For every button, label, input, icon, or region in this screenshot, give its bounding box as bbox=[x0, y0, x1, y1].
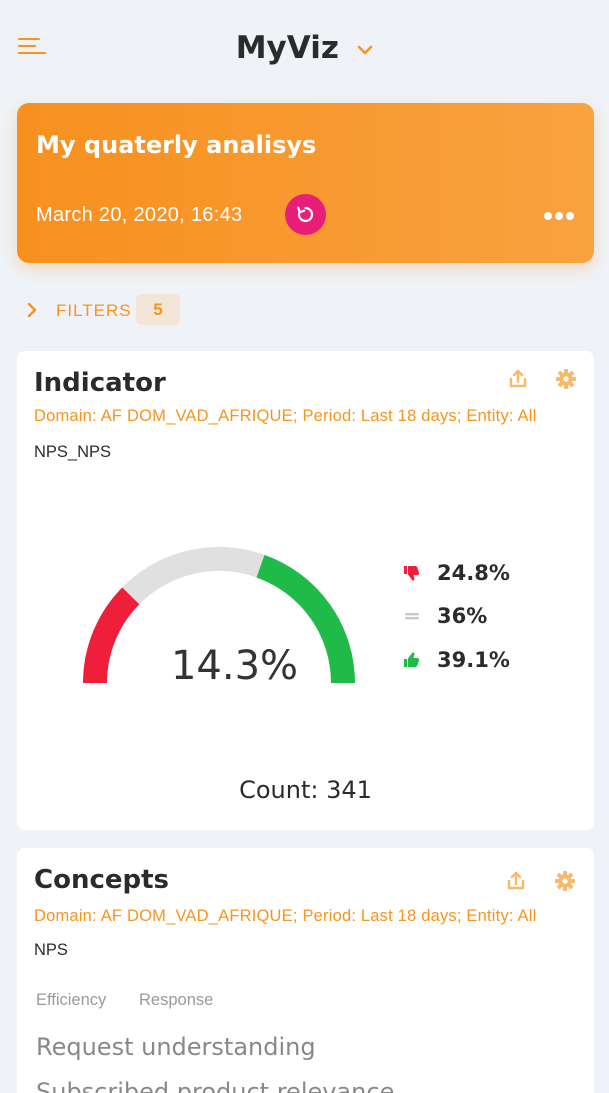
dashboard-hero-card: My quaterly analisys March 20, 2020, 16:… bbox=[17, 103, 594, 263]
concepts-card-description: Domain: AF DOM_VAD_AFRIQUE; Period: Last… bbox=[34, 907, 537, 925]
refresh-button[interactable] bbox=[285, 194, 326, 235]
share-icon[interactable] bbox=[507, 368, 529, 395]
gear-icon[interactable] bbox=[555, 368, 577, 395]
response-count: Count: 341 bbox=[239, 776, 372, 804]
equals-icon bbox=[405, 613, 419, 620]
legend-value: 39.1% bbox=[437, 648, 510, 672]
legend-value: 36% bbox=[437, 604, 488, 628]
gauge-segment-passives bbox=[122, 547, 265, 605]
thumbs-down-icon bbox=[404, 566, 420, 581]
gauge-value: 14.3% bbox=[170, 643, 299, 689]
nps-gauge-chart bbox=[83, 547, 355, 684]
dashboard-date: March 20, 2020, 16:43 bbox=[36, 204, 243, 226]
app-header: MyViz bbox=[0, 0, 609, 100]
concept-item[interactable]: Request understanding bbox=[36, 1033, 316, 1061]
concepts-card-title: Concepts bbox=[34, 865, 170, 895]
hamburger-menu-icon[interactable] bbox=[16, 36, 48, 58]
app-title[interactable]: MyViz bbox=[235, 30, 339, 66]
share-icon[interactable] bbox=[505, 870, 527, 897]
indicator-card-title: Indicator bbox=[34, 368, 166, 398]
indicator-card: Indicator Domain: AF DOM_VAD_AFRIQUE; Pe… bbox=[17, 351, 594, 830]
tab-response[interactable]: Response bbox=[139, 991, 214, 1009]
app-title-wrap: MyViz bbox=[0, 30, 609, 66]
indicator-metric-name: NPS_NPS bbox=[34, 443, 112, 461]
concepts-card: Concepts Domain: AF DOM_VAD_AFRIQUE; Per… bbox=[17, 848, 594, 1093]
more-options-icon[interactable] bbox=[544, 210, 574, 222]
tab-efficiency[interactable]: Efficiency bbox=[36, 991, 107, 1009]
chevron-right-icon bbox=[27, 302, 37, 318]
gauge-segment-detractors bbox=[83, 587, 140, 684]
concept-item[interactable]: Subscribed product relevance bbox=[36, 1078, 395, 1093]
filters-label: FILTERS bbox=[56, 301, 132, 320]
gear-icon[interactable] bbox=[554, 870, 576, 897]
refresh-icon bbox=[297, 206, 314, 223]
legend-value: 24.8% bbox=[437, 561, 510, 585]
dashboard-title: My quaterly analisys bbox=[36, 131, 317, 159]
chevron-down-icon[interactable] bbox=[357, 42, 373, 60]
gauge-segment-promoters bbox=[256, 554, 355, 684]
concepts-metric-name: NPS bbox=[34, 941, 68, 959]
filters-count-badge: 5 bbox=[136, 294, 180, 325]
thumbs-up-icon bbox=[404, 652, 420, 667]
